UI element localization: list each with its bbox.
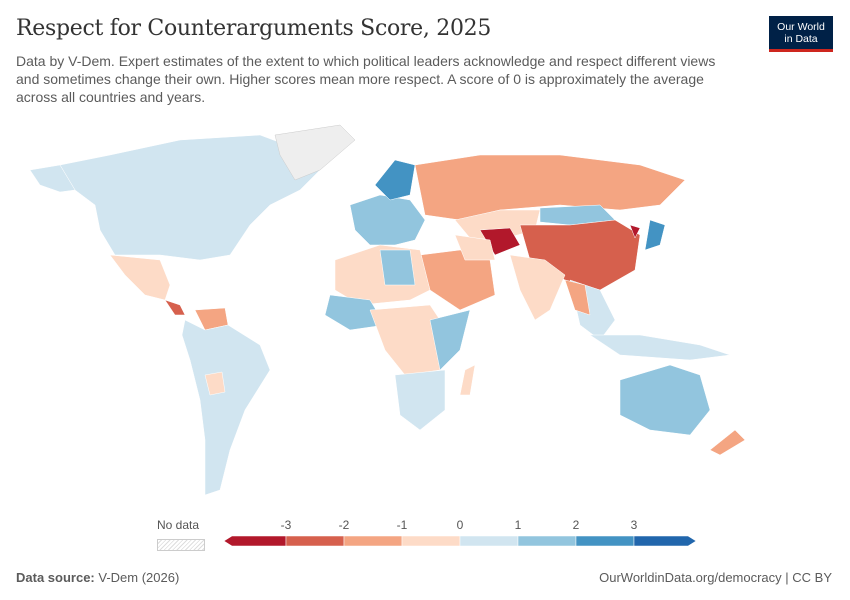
source-text[interactable]: V-Dem (2026) <box>98 570 180 585</box>
legend-no-data-label: No data <box>157 518 200 532</box>
legend-tick-label: -1 <box>397 518 408 532</box>
country-west-africa[interactable] <box>324 294 386 331</box>
legend-tick-label: 3 <box>631 518 638 532</box>
logo-text: in Data <box>784 33 818 45</box>
country-libya-algeria[interactable] <box>379 249 416 286</box>
country-new-zealand[interactable] <box>709 429 746 456</box>
country-east-africa[interactable] <box>429 309 471 371</box>
country-europe[interactable] <box>349 194 426 246</box>
legend-bin[interactable] <box>517 535 577 547</box>
country-myanmar-vietnam[interactable] <box>564 279 591 316</box>
country-southern-africa[interactable] <box>394 369 446 431</box>
country-madagascar[interactable] <box>459 364 476 396</box>
country-bolivia[interactable] <box>204 371 226 396</box>
owid-logo[interactable]: Our World in Data <box>769 16 833 52</box>
legend-tick-label: 2 <box>573 518 580 532</box>
source-label: Data source: <box>16 570 95 585</box>
legend-bin[interactable] <box>343 535 403 547</box>
legend-bin[interactable] <box>285 535 345 547</box>
data-source: Data source: V-Dem (2026) <box>16 570 179 585</box>
country-central-america[interactable] <box>164 299 186 316</box>
legend-no-data-swatch <box>157 539 205 551</box>
legend-bin[interactable] <box>223 535 287 547</box>
country-india[interactable] <box>509 254 566 321</box>
chart-subtitle: Data by V-Dem. Expert estimates of the e… <box>16 53 716 105</box>
legend-bin[interactable] <box>633 535 697 547</box>
logo-text: Our World <box>777 21 825 33</box>
chart-title: Respect for Counterarguments Score, 2025 <box>16 16 492 41</box>
country-japan[interactable] <box>644 219 666 251</box>
country-south-america[interactable] <box>181 319 271 496</box>
country-russia[interactable] <box>414 154 686 221</box>
legend-bin[interactable] <box>401 535 461 547</box>
legend-tick-label: 1 <box>515 518 522 532</box>
legend-tick-label: -3 <box>281 518 292 532</box>
legend-tick-label: 0 <box>457 518 464 532</box>
country-alaska[interactable] <box>29 164 76 193</box>
legend-bin[interactable] <box>575 535 635 547</box>
country-mexico[interactable] <box>109 254 171 301</box>
legend-bin[interactable] <box>459 535 519 547</box>
country-greenland[interactable] <box>274 124 356 181</box>
country-canada-usa[interactable] <box>59 134 321 261</box>
legend-tick-label: -2 <box>339 518 350 532</box>
world-map <box>29 124 746 496</box>
footer-url[interactable]: OurWorldinData.org/democracy | CC BY <box>599 570 832 585</box>
country-north-korea[interactable] <box>629 224 641 239</box>
country-australia[interactable] <box>619 364 711 436</box>
country-scandinavia[interactable] <box>374 159 416 201</box>
color-legend: -3 -2 -1 0 1 2 3 <box>223 518 697 547</box>
country-iran[interactable] <box>454 234 496 261</box>
country-indonesia[interactable] <box>589 334 731 361</box>
